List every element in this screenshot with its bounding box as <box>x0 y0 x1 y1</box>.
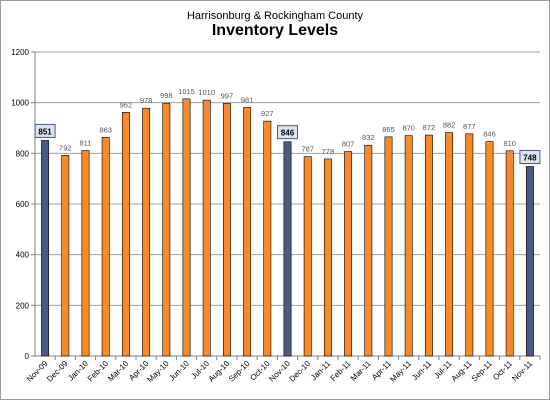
x-tick-label: Nov-11 <box>510 359 535 384</box>
data-label: 1010 <box>198 88 215 97</box>
bar-mar-11 <box>364 144 373 357</box>
x-tick-label: May-10 <box>145 359 171 385</box>
y-tick-label: 400 <box>16 251 30 260</box>
x-tick-label: Sep-10 <box>227 359 252 384</box>
data-label: 877 <box>463 122 476 131</box>
y-tick-label: 200 <box>16 301 30 310</box>
y-tick-label: 600 <box>16 200 30 209</box>
x-tick-label: Sep-11 <box>470 359 495 384</box>
data-label: 810 <box>503 139 516 148</box>
data-label: 811 <box>80 139 92 148</box>
data-label: 846 <box>483 130 496 139</box>
bar-nov-09 <box>41 140 50 357</box>
bar-apr-10 <box>142 107 151 357</box>
x-tick-label: Dec-10 <box>288 359 313 384</box>
data-label: 872 <box>423 123 436 132</box>
bar-oct-10 <box>263 120 272 357</box>
data-label: 832 <box>362 133 375 142</box>
bar-nov-10 <box>283 141 292 357</box>
data-label: 778 <box>322 147 335 156</box>
data-label-box <box>519 150 541 165</box>
bar-feb-10 <box>101 137 110 357</box>
data-label: 1015 <box>178 87 195 96</box>
bar-sep-11 <box>485 141 494 357</box>
data-label: 978 <box>140 96 153 105</box>
bar-jul-11 <box>445 132 454 357</box>
bar-apr-11 <box>384 136 393 357</box>
bar-aug-11 <box>465 133 474 357</box>
x-tick-label: Mar-11 <box>349 359 373 383</box>
bar-sep-10 <box>243 107 252 357</box>
chart-title: Inventory Levels <box>211 22 339 39</box>
bar-jul-10 <box>202 99 211 357</box>
bar-feb-11 <box>344 151 353 357</box>
x-tick-label: May-11 <box>388 359 413 384</box>
bar-aug-10 <box>222 103 231 357</box>
data-label: 981 <box>241 95 254 104</box>
x-tick-label: Jun-10 <box>167 359 191 383</box>
data-label: 787 <box>301 145 314 154</box>
data-label: 792 <box>59 143 72 152</box>
data-label: 998 <box>160 91 173 100</box>
data-label: 863 <box>99 125 112 134</box>
x-tick-label: Feb-11 <box>329 359 353 383</box>
data-label: 865 <box>382 125 395 134</box>
data-label: 870 <box>402 124 415 133</box>
x-tick-label: Dec-09 <box>45 359 70 384</box>
data-label: 882 <box>443 121 456 130</box>
bar-dec-10 <box>303 156 312 357</box>
bar-jun-11 <box>424 134 433 357</box>
x-tick-label: Nov-09 <box>25 359 50 384</box>
x-tick-label: Jun-11 <box>410 359 434 383</box>
x-tick-label: Mar-10 <box>106 359 131 384</box>
bar-may-10 <box>162 102 171 357</box>
x-tick-label: Aug-11 <box>450 359 475 384</box>
data-label-box <box>34 123 56 138</box>
bar-oct-11 <box>505 150 514 357</box>
bar-nov-11 <box>525 166 534 357</box>
x-tick-label: Jan-11 <box>309 359 333 383</box>
data-label-box <box>277 125 298 140</box>
data-label: 748 <box>523 154 537 163</box>
data-label: 807 <box>342 140 355 149</box>
bar-jan-11 <box>323 158 332 357</box>
bar-jun-10 <box>182 98 191 357</box>
bar-may-11 <box>404 135 413 357</box>
chart-subtitle: Harrisonburg & Rockingham County <box>186 10 364 22</box>
data-label: 846 <box>281 129 295 138</box>
data-label: 851 <box>38 127 52 136</box>
x-tick-label: Nov-10 <box>267 359 292 384</box>
y-tick-label: 0 <box>25 352 30 361</box>
y-tick-label: 1000 <box>11 99 29 108</box>
y-tick-label: 800 <box>16 149 30 158</box>
x-tick-label: Aug-10 <box>207 359 232 384</box>
data-label: 927 <box>261 109 274 118</box>
bar-mar-10 <box>121 111 130 357</box>
bar-jan-10 <box>81 150 90 357</box>
data-label: 962 <box>120 100 133 109</box>
data-label: 997 <box>221 91 234 100</box>
y-tick-label: 1200 <box>11 48 29 57</box>
x-tick-label: Feb-10 <box>86 359 111 384</box>
bar-dec-09 <box>61 155 70 357</box>
